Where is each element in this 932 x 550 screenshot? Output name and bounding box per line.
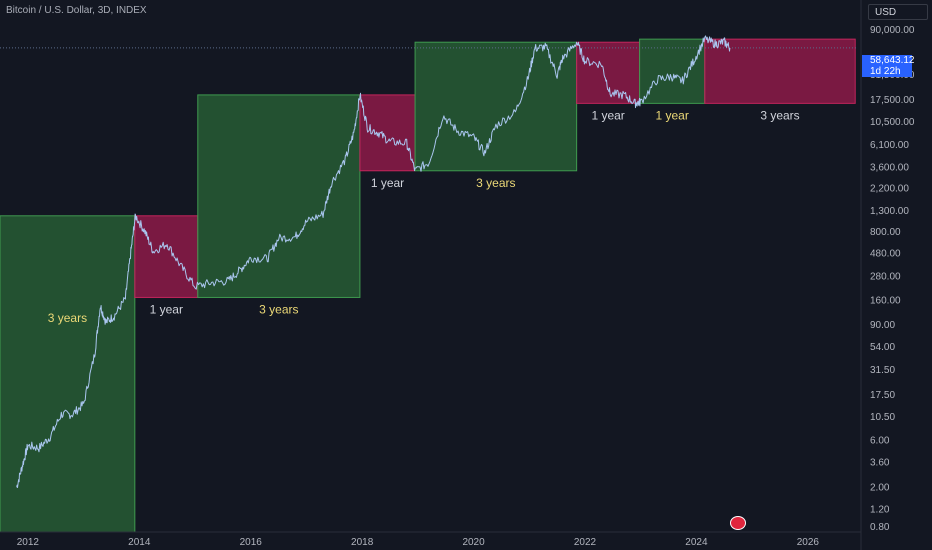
price-tick-label: 480.00 <box>870 249 901 260</box>
cycle-box-3 <box>359 94 416 172</box>
time-tick-label: 2012 <box>17 537 40 548</box>
cycle-box-1 <box>134 215 199 298</box>
cycle-box-7 <box>704 38 856 104</box>
price-tick-label: 54.00 <box>870 342 895 353</box>
cycle-label-1: 1 year <box>150 302 183 316</box>
price-tick-label: 6,100.00 <box>870 140 909 151</box>
symbol-title[interactable]: Bitcoin / U.S. Dollar, 3D, INDEX <box>6 5 147 16</box>
price-tick-label: 800.00 <box>870 227 901 238</box>
last-price: 58,643.12 <box>870 55 915 66</box>
time-tick-label: 2018 <box>351 537 374 548</box>
time-tick-label: 2020 <box>462 537 485 548</box>
price-tick-label: 10.50 <box>870 412 895 423</box>
cycle-box-6 <box>639 38 706 104</box>
time-tick-label: 2016 <box>240 537 263 548</box>
time-tick-label: 2026 <box>797 537 820 548</box>
price-tick-label: 160.00 <box>870 296 901 307</box>
time-tick-label: 2014 <box>128 537 151 548</box>
price-tick-label: 3.60 <box>870 458 890 469</box>
bar-countdown: 1d 22h <box>870 66 901 77</box>
time-tick-label: 2024 <box>685 537 708 548</box>
price-tick-label: 0.80 <box>870 522 890 533</box>
price-tick-label: 1,300.00 <box>870 206 909 217</box>
price-tick-label: 90,000.00 <box>870 25 915 36</box>
price-tick-label: 90.00 <box>870 320 895 331</box>
cycle-label-7: 3 years <box>760 108 799 122</box>
cycle-label-4: 3 years <box>476 176 515 190</box>
time-tick-label: 2022 <box>574 537 597 548</box>
cycle-box-5 <box>576 41 641 104</box>
price-series-line <box>16 35 731 488</box>
cycle-label-3: 1 year <box>371 176 404 190</box>
price-tick-label: 17.50 <box>870 390 895 401</box>
price-tick-label: 3,600.00 <box>870 163 909 174</box>
last-price-tag: 58,643.12 1d 22h <box>862 55 915 77</box>
price-tick-label: 1.20 <box>870 504 890 515</box>
cycle-label-2: 3 years <box>259 302 298 316</box>
cycle-label-5: 1 year <box>591 108 624 122</box>
price-tick-label: 2,200.00 <box>870 184 909 195</box>
price-tick-label: 31.50 <box>870 365 895 376</box>
price-tick-label: 280.00 <box>870 272 901 283</box>
price-tick-label: 10,500.00 <box>870 117 915 128</box>
cycle-label-6: 1 year <box>656 108 689 122</box>
us-flag-event-icon[interactable] <box>730 516 746 530</box>
cycle-box-4 <box>414 41 578 172</box>
price-tick-label: 6.00 <box>870 436 890 447</box>
cycle-box-2 <box>197 94 361 298</box>
cycle-label-0: 3 years <box>48 311 87 325</box>
currency-selector[interactable]: USD <box>868 4 928 20</box>
price-tick-label: 17,500.00 <box>870 95 915 106</box>
price-tick-label: 2.00 <box>870 483 890 494</box>
cycle-box-0 <box>0 215 136 533</box>
